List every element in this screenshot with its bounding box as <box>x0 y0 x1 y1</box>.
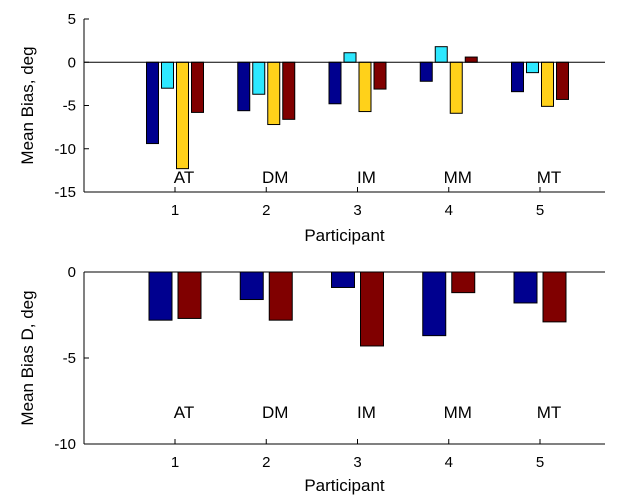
bar-p1-s2-c3 <box>343 52 357 63</box>
bar-p2-s2-c5 <box>542 271 567 323</box>
x-tick-label: 3 <box>353 202 361 219</box>
x-tick-label: 5 <box>536 454 544 471</box>
bar-p1-s1-c1 <box>146 61 159 145</box>
bar-p1-s1-c3 <box>328 61 342 105</box>
bar-p1-s1-c5 <box>511 61 524 93</box>
bar-p1-s3-c5 <box>541 61 554 107</box>
participant-annotation: IM <box>357 168 376 187</box>
x-tick-label: 2 <box>262 202 270 219</box>
participant-annotation: DM <box>262 403 288 422</box>
bar-p1-s2-c2 <box>252 61 266 95</box>
bar-p2-s1-c2 <box>239 271 264 301</box>
participant-annotation: DM <box>262 168 288 187</box>
participant-annotation: MM <box>444 168 472 187</box>
bar-p1-s3-c3 <box>358 61 372 113</box>
bar-p2-s2-c2 <box>268 271 293 321</box>
participant-annotation: MT <box>537 168 562 187</box>
x-tick-label: 2 <box>262 454 270 471</box>
bar-p1-s4-c1 <box>191 61 204 113</box>
bar-p2-s1-c1 <box>148 271 173 321</box>
participant-annotation: MT <box>537 403 562 422</box>
bar-p2-s1-c4 <box>422 271 447 337</box>
x-tick-label: 1 <box>171 202 179 219</box>
x-tick-label: 1 <box>171 454 179 471</box>
bar-p1-s2-c4 <box>434 46 448 63</box>
bar-p1-s4-c2 <box>282 61 296 120</box>
bar-p1-s3-c2 <box>267 61 281 126</box>
bar-p1-s3-c4 <box>449 61 463 114</box>
bar-p2-s1-c3 <box>331 271 355 288</box>
bar-p1-s3-c1 <box>176 61 189 170</box>
bar-p1-s4-c4 <box>464 56 478 63</box>
x-axis-label: Participant <box>304 476 385 495</box>
y-tick-label: -5 <box>63 98 76 115</box>
y-axis-label: Mean Bias D, deg <box>18 290 37 425</box>
x-tick-label: 5 <box>536 202 544 219</box>
y-tick-label: -5 <box>63 350 76 367</box>
y-tick-label: -10 <box>54 141 76 158</box>
x-tick-label: 3 <box>353 454 361 471</box>
x-tick-label: 4 <box>445 202 453 219</box>
chart-panel-2: 0 -5 -10 1 2 3 4 5 AT DM IM MM MT Participant Mean Bia… <box>18 264 605 495</box>
bar-p2-s1-c5 <box>513 271 538 304</box>
bar-p2-s2-c1 <box>177 271 202 319</box>
participant-annotation: MM <box>444 403 472 422</box>
y-tick-label: 5 <box>68 11 76 28</box>
x-tick-label: 4 <box>445 454 453 471</box>
bar-p2-s2-c4 <box>451 271 476 294</box>
bar-p1-s4-c5 <box>556 61 569 100</box>
participant-annotation: IM <box>357 403 376 422</box>
bar-p1-s1-c4 <box>419 61 433 82</box>
bar-p2-s2-c3 <box>360 271 384 347</box>
participant-annotation: AT <box>174 168 194 187</box>
y-tick-label: 0 <box>68 54 76 71</box>
y-tick-label: -15 <box>54 184 76 201</box>
x-axis-label: Participant <box>304 226 385 245</box>
y-axis-label: Mean Bias, deg <box>18 46 37 164</box>
participant-annotation: AT <box>174 403 194 422</box>
bar-p1-s2-c1 <box>161 61 174 89</box>
bar-p1-s1-c2 <box>237 61 251 112</box>
bar-p1-s2-c5 <box>526 61 539 74</box>
y-tick-label: -10 <box>54 436 76 453</box>
bar-p1-s4-c3 <box>373 61 387 90</box>
chart-panel-1: 5 0 -5 -10 -15 1 2 3 4 5 AT DM IM MM MT Participant Mean… <box>18 11 605 245</box>
y-tick-label: 0 <box>68 264 76 281</box>
